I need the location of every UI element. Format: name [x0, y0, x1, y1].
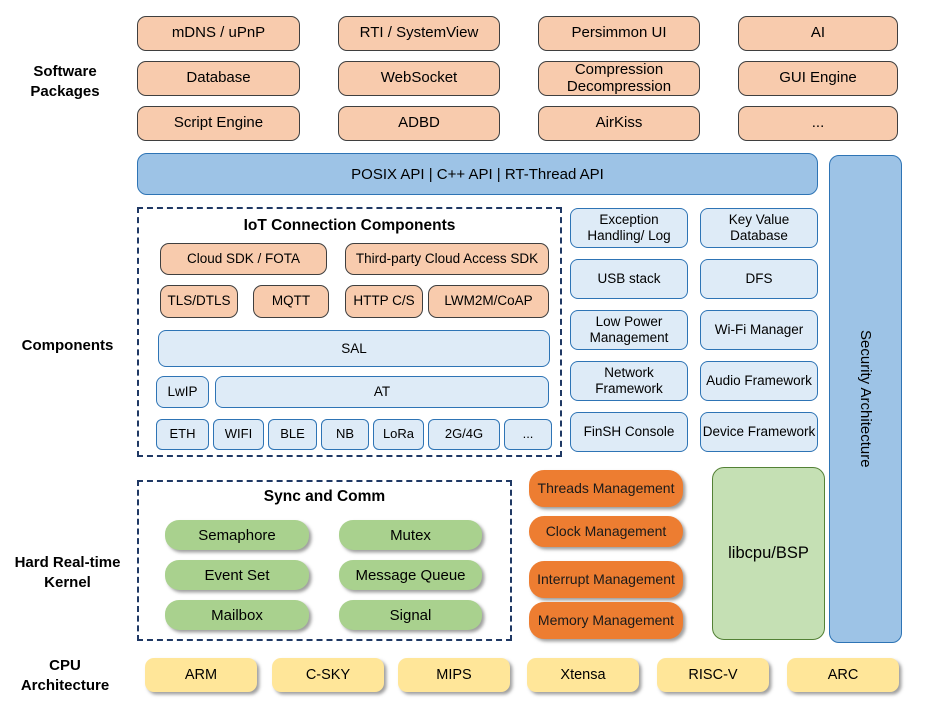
- iot-sal-layer: SAL: [158, 330, 550, 367]
- libcpu-bsp-box: libcpu/BSP: [712, 467, 825, 640]
- cpu-architecture-label: CPU Architecture: [20, 657, 110, 694]
- svc-low-power-management: Low Power Management: [570, 310, 688, 350]
- pkg-airkiss: AirKiss: [538, 106, 700, 141]
- iot-lwm2m-coap: LWM2M/CoAP: [428, 285, 549, 318]
- cpu-mips: MIPS: [398, 658, 510, 692]
- kernel-interrupt-management: Interrupt Management: [529, 561, 683, 598]
- pkg-gui-engine: GUI Engine: [738, 61, 898, 96]
- iot-connection-components-group: IoT Connection Components Cloud SDK / FO…: [137, 207, 562, 457]
- iot-group-title: IoT Connection Components: [243, 217, 456, 234]
- iot-mqtt: MQTT: [253, 285, 329, 318]
- pkg-script-engine: Script Engine: [137, 106, 300, 141]
- svc-key-value-database: Key Value Database: [700, 208, 818, 248]
- cpu-c-sky: C-SKY: [272, 658, 384, 692]
- kernel-event-set: Event Set: [165, 560, 309, 590]
- software-packages-grid: mDNS / uPnP RTI / SystemView Persimmon U…: [137, 16, 898, 141]
- cpu-xtensa: Xtensa: [527, 658, 639, 692]
- pkg-compression-decompression: Compression Decompression: [538, 61, 700, 96]
- phy-2g4g: 2G/4G: [428, 419, 500, 450]
- component-services-grid: Exception Handling/ Log Key Value Databa…: [570, 208, 818, 452]
- kernel-clock-management: Clock Management: [529, 516, 683, 547]
- svc-device-framework: Device Framework: [700, 412, 818, 452]
- sync-and-comm-group: Sync and Comm Semaphore Mutex Event Set …: [137, 480, 512, 641]
- sync-and-comm-grid: Semaphore Mutex Event Set Message Queue …: [165, 520, 482, 630]
- kernel-message-queue: Message Queue: [339, 560, 482, 590]
- kernel-semaphore: Semaphore: [165, 520, 309, 550]
- svc-wifi-manager: Wi-Fi Manager: [700, 310, 818, 350]
- sync-and-comm-title: Sync and Comm: [263, 488, 386, 505]
- svc-exception-handling-log: Exception Handling/ Log: [570, 208, 688, 248]
- pkg-adbd: ADBD: [338, 106, 500, 141]
- pkg-ai: AI: [738, 16, 898, 51]
- kernel-mutex: Mutex: [339, 520, 482, 550]
- iot-phy-row: ETH WIFI BLE NB LoRa 2G/4G ...: [156, 419, 552, 450]
- svc-dfs: DFS: [700, 259, 818, 299]
- software-packages-label: Software Packages: [30, 63, 100, 100]
- pkg-rti-systemview: RTI / SystemView: [338, 16, 500, 51]
- cpu-arm: ARM: [145, 658, 257, 692]
- components-label: Components: [21, 337, 114, 354]
- kernel-memory-management: Memory Management: [529, 602, 683, 639]
- cpu-architecture-row: ARM C-SKY MIPS Xtensa RISC-V ARC: [0, 658, 934, 692]
- phy-eth: ETH: [156, 419, 209, 450]
- pkg-persimmon-ui: Persimmon UI: [538, 16, 700, 51]
- pkg-websocket: WebSocket: [338, 61, 500, 96]
- kernel-threads-management: Threads Management: [529, 470, 683, 507]
- phy-lora: LoRa: [373, 419, 424, 450]
- iot-http-cs: HTTP C/S: [345, 285, 423, 318]
- iot-thirdparty-cloud-sdk: Third-party Cloud Access SDK: [345, 243, 549, 275]
- cpu-risc-v: RISC-V: [657, 658, 769, 692]
- iot-lwip: LwIP: [156, 376, 209, 408]
- phy-more: ...: [504, 419, 552, 450]
- iot-tls-dtls: TLS/DTLS: [160, 285, 238, 318]
- iot-at: AT: [215, 376, 549, 408]
- kernel-signal: Signal: [339, 600, 482, 630]
- security-architecture-bar: Security Architecture: [829, 155, 902, 643]
- svc-audio-framework: Audio Framework: [700, 361, 818, 401]
- cpu-arc: ARC: [787, 658, 899, 692]
- phy-nb: NB: [321, 419, 369, 450]
- svc-finsh-console: FinSH Console: [570, 412, 688, 452]
- iot-cloud-sdk-fota: Cloud SDK / FOTA: [160, 243, 327, 275]
- phy-wifi: WIFI: [213, 419, 264, 450]
- svc-usb-stack: USB stack: [570, 259, 688, 299]
- phy-ble: BLE: [268, 419, 317, 450]
- security-architecture-text: Security Architecture: [857, 330, 874, 468]
- svc-network-framework: Network Framework: [570, 361, 688, 401]
- pkg-more: ...: [738, 106, 898, 141]
- pkg-database: Database: [137, 61, 300, 96]
- kernel-mailbox: Mailbox: [165, 600, 309, 630]
- pkg-mdns-upnp: mDNS / uPnP: [137, 16, 300, 51]
- api-bar: POSIX API | C++ API | RT-Thread API: [137, 153, 818, 195]
- hard-realtime-kernel-label: Hard Real-time Kernel: [14, 554, 121, 591]
